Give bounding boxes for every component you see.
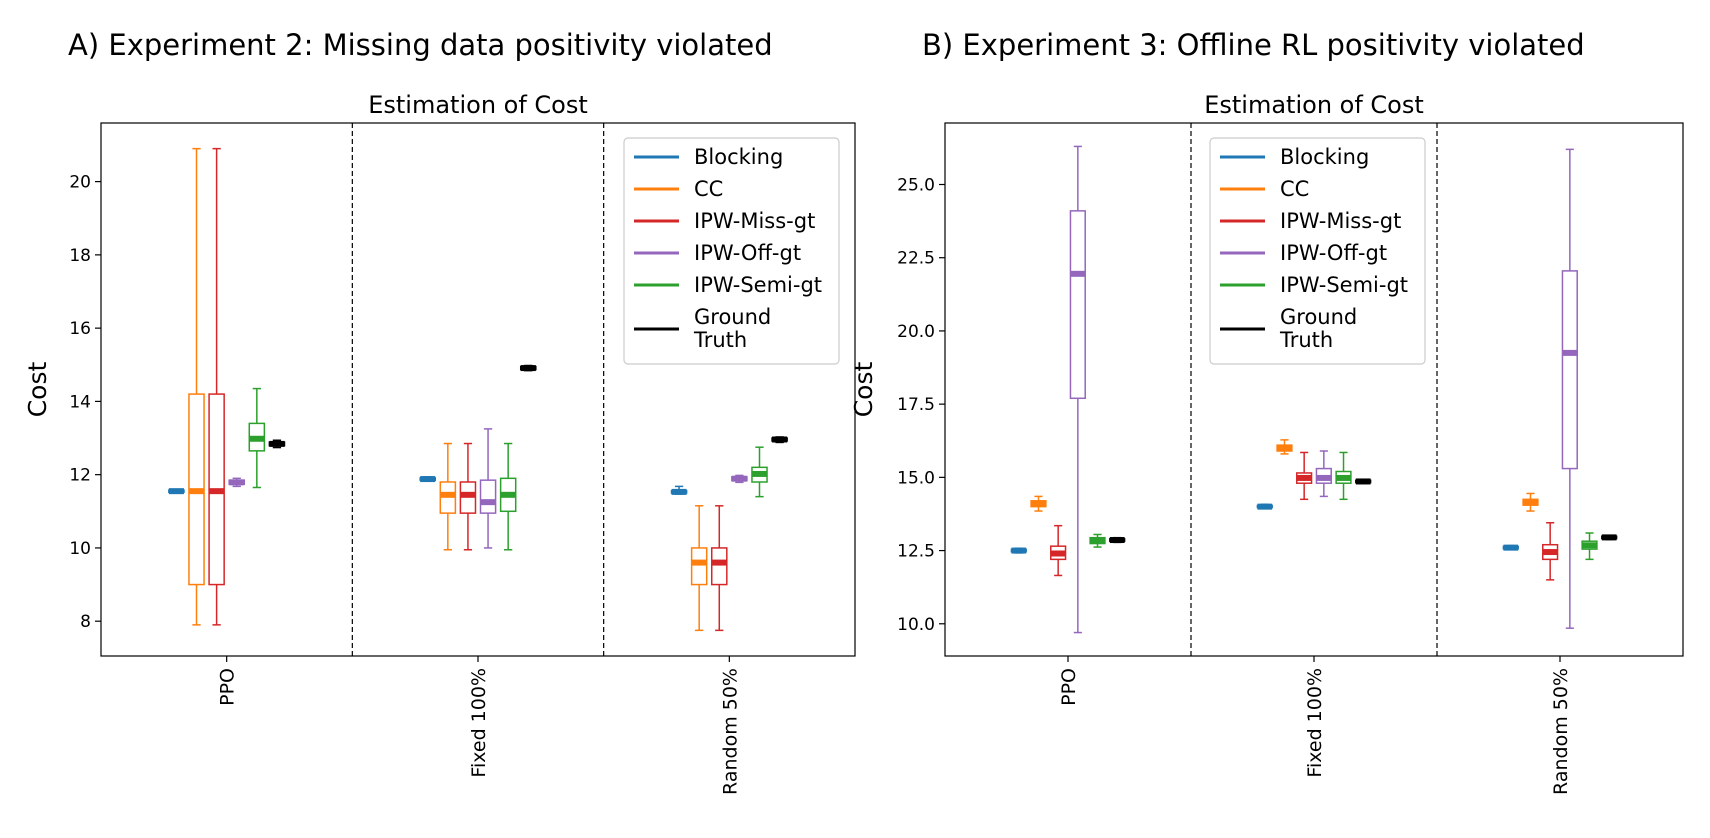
legend-label: Truth bbox=[693, 328, 747, 352]
box-ipw-semi-gt bbox=[751, 446, 768, 498]
legend-label: IPW-Off-gt bbox=[1280, 241, 1387, 265]
box-iqr bbox=[1561, 270, 1578, 470]
box-blocking bbox=[670, 485, 688, 495]
y-tick-label: 15.0 bbox=[897, 468, 935, 488]
box-ground-truth bbox=[1355, 478, 1372, 485]
y-tick-label: 17.5 bbox=[897, 395, 935, 415]
box-blocking bbox=[168, 488, 185, 495]
x-tick-label: PPO bbox=[1058, 668, 1080, 706]
box-cc bbox=[1522, 492, 1539, 512]
legend: Blocking CC IPW-Miss-gt IPW-Off-gt IPW-Semi-… bbox=[623, 137, 840, 365]
y-tick-label: 8 bbox=[80, 612, 91, 632]
box-ipw-miss-gt bbox=[208, 147, 225, 626]
y-tick-label: 20 bbox=[69, 173, 91, 193]
box-cc bbox=[188, 147, 205, 626]
box-cc bbox=[1030, 495, 1047, 512]
x-tick-label: PPO bbox=[217, 668, 239, 706]
y-tick-label: 12 bbox=[69, 466, 91, 486]
box-ipw-off-gt bbox=[228, 477, 246, 488]
box-ipw-semi-gt bbox=[248, 387, 266, 489]
y-tick-label: 10 bbox=[69, 539, 91, 559]
panel-b-title: B) Experiment 3: Offline RL positivity v… bbox=[922, 28, 1585, 62]
y-tick-label: 16 bbox=[69, 319, 91, 339]
legend-frame bbox=[1209, 137, 1426, 365]
legend-label: CC bbox=[1280, 177, 1309, 201]
legend-label: IPW-Miss-gt bbox=[1280, 209, 1401, 233]
x-tick-label: Random 50% bbox=[719, 668, 741, 795]
y-tick-label: 22.5 bbox=[897, 249, 935, 269]
x-tick-label: Fixed 100% bbox=[1304, 668, 1326, 778]
box-ipw-off-gt bbox=[1561, 148, 1578, 629]
chart-title: Estimation of Cost bbox=[368, 91, 588, 119]
box-ipw-off-gt bbox=[479, 428, 497, 549]
legend-label: CC bbox=[694, 177, 723, 201]
legend-label: IPW-Semi-gt bbox=[1280, 273, 1408, 297]
box-ground-truth bbox=[519, 364, 537, 372]
box-ipw-off-gt bbox=[731, 474, 748, 484]
box-ground-truth bbox=[1109, 536, 1126, 544]
legend-label: Blocking bbox=[694, 145, 783, 169]
y-tick-label: 12.5 bbox=[897, 542, 935, 562]
box-iqr bbox=[1069, 210, 1086, 400]
legend-label: IPW-Semi-gt bbox=[694, 273, 822, 297]
box-ground-truth bbox=[1601, 534, 1618, 541]
box-ground-truth bbox=[268, 439, 286, 449]
chart-panel-a: Estimation of Cost Cost 8 10 12 14 16 18 20 PPO Fi… bbox=[23, 91, 856, 795]
legend-label: IPW-Miss-gt bbox=[694, 209, 815, 233]
legend-label: IPW-Off-gt bbox=[694, 241, 801, 265]
legend-label: Ground bbox=[1280, 305, 1357, 329]
box-blocking bbox=[1256, 503, 1273, 510]
box-blocking bbox=[1010, 547, 1027, 554]
y-axis-label: Cost bbox=[23, 362, 52, 418]
box-ipw-semi-gt bbox=[1581, 532, 1598, 561]
y-tick-label: 10.0 bbox=[897, 615, 935, 635]
x-tick-label: Fixed 100% bbox=[468, 668, 490, 778]
y-tick-label: 25.0 bbox=[897, 176, 935, 196]
chart-panel-b: Estimation of Cost Cost 10.0 12.5 15.0 17.5 20… bbox=[849, 91, 1684, 795]
legend-frame bbox=[623, 137, 840, 365]
box-iqr bbox=[710, 547, 728, 586]
legend: Blocking CC IPW-Miss-gt IPW-Off-gt IPW-Semi-… bbox=[1209, 137, 1426, 365]
panel-a-title: A) Experiment 2: Missing data positivity… bbox=[68, 28, 773, 62]
box-ipw-miss-gt bbox=[459, 442, 477, 551]
y-tick-label: 20.0 bbox=[897, 322, 935, 342]
box-ipw-miss-gt bbox=[1296, 451, 1313, 501]
x-tick-label: Random 50% bbox=[1550, 668, 1572, 795]
box-ipw-semi-gt bbox=[1335, 451, 1352, 501]
chart-title: Estimation of Cost bbox=[1204, 91, 1424, 119]
box-ipw-miss-gt bbox=[710, 505, 728, 632]
box-ground-truth bbox=[771, 436, 788, 444]
box-blocking bbox=[419, 476, 437, 483]
box-ipw-semi-gt bbox=[499, 442, 517, 551]
box-blocking bbox=[1502, 544, 1519, 551]
box-ipw-off-gt bbox=[1315, 450, 1332, 498]
box-iqr bbox=[690, 547, 708, 586]
box-ipw-semi-gt bbox=[1089, 533, 1106, 548]
box-cc bbox=[690, 505, 708, 632]
box-ipw-miss-gt bbox=[1542, 522, 1559, 581]
box-cc bbox=[439, 442, 457, 551]
y-tick-label: 14 bbox=[69, 392, 91, 412]
box-cc bbox=[1276, 439, 1293, 455]
legend-label: Blocking bbox=[1280, 145, 1369, 169]
y-axis-label: Cost bbox=[849, 362, 878, 418]
box-ipw-miss-gt bbox=[1050, 524, 1067, 577]
y-tick-label: 18 bbox=[69, 246, 91, 266]
legend-label: Truth bbox=[1279, 328, 1333, 352]
box-ipw-off-gt bbox=[1069, 145, 1086, 634]
legend-label: Ground bbox=[694, 305, 771, 329]
box-iqr bbox=[479, 479, 497, 514]
